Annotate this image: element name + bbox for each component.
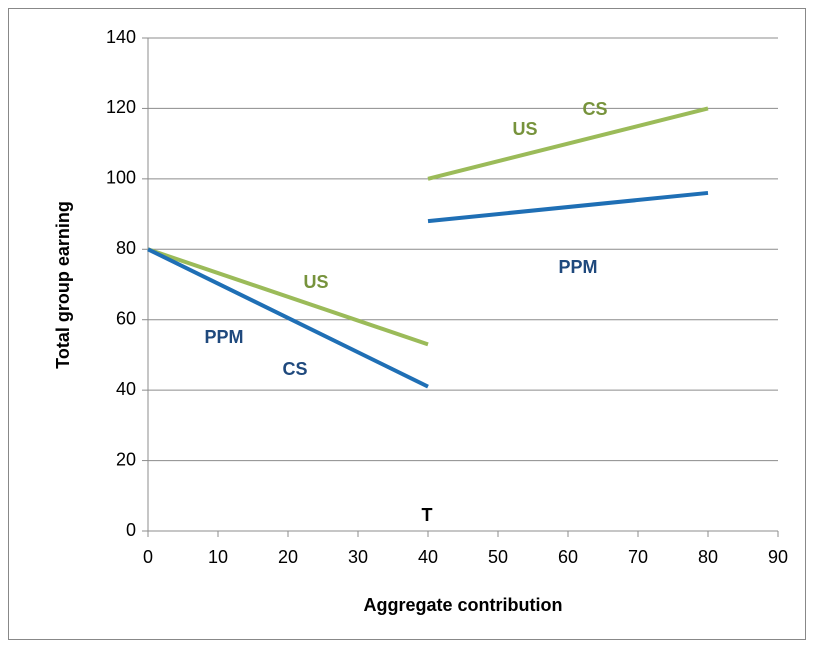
annotation: US: [303, 272, 328, 292]
line-series: [427, 106, 709, 181]
x-tick-label: 70: [628, 547, 648, 567]
annotation: T: [422, 505, 433, 525]
line-series: [147, 247, 429, 389]
x-tick-label: 80: [698, 547, 718, 567]
x-tick-label: 40: [418, 547, 438, 567]
x-tick-label: 20: [278, 547, 298, 567]
x-axis-label: Aggregate contribution: [364, 595, 563, 615]
annotation: PPM: [204, 327, 243, 347]
annotation: CS: [582, 99, 607, 119]
y-tick-label: 60: [116, 308, 136, 328]
annotation: CS: [282, 359, 307, 379]
y-tick-label: 0: [126, 520, 136, 540]
y-tick-label: 40: [116, 379, 136, 399]
x-tick-label: 60: [558, 547, 578, 567]
line-series: [147, 247, 429, 347]
x-tick-label: 0: [143, 547, 153, 567]
chart-border: [8, 8, 806, 640]
y-tick-label: 20: [116, 449, 136, 469]
y-tick-label: 140: [106, 27, 136, 47]
x-tick-label: 50: [488, 547, 508, 567]
y-tick-label: 80: [116, 238, 136, 258]
annotation: US: [512, 119, 537, 139]
x-tick-label: 10: [208, 547, 228, 567]
x-tick-label: 90: [768, 547, 788, 567]
x-tick-label: 30: [348, 547, 368, 567]
y-tick-label: 100: [106, 168, 136, 188]
y-axis-label: Total group earning: [53, 201, 73, 369]
y-tick-label: 120: [106, 97, 136, 117]
line-series: [427, 190, 709, 224]
annotation: PPM: [558, 257, 597, 277]
